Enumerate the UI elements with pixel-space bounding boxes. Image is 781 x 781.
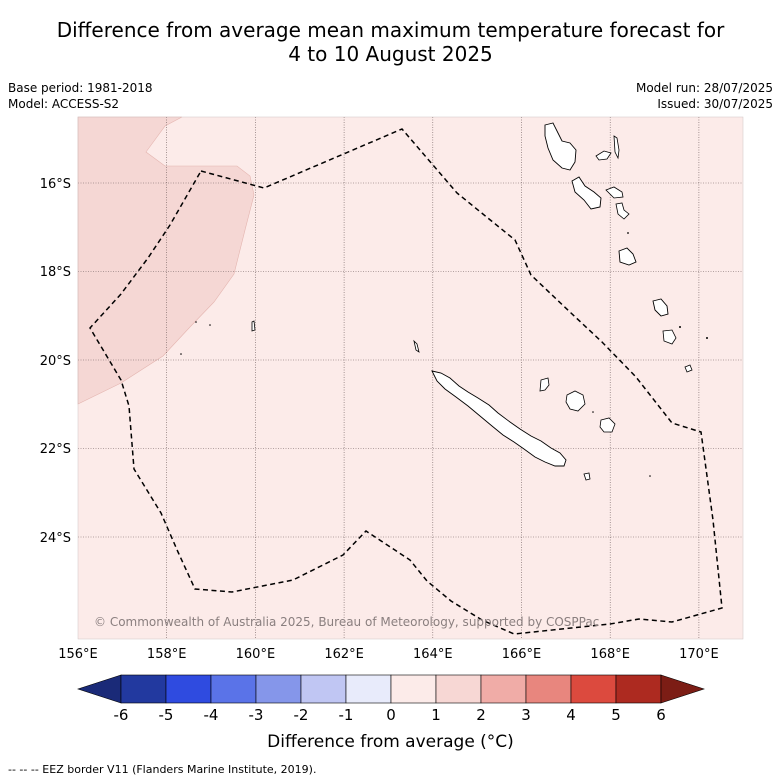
lat-label: 24°S (40, 531, 71, 546)
espiritu-santo-island (544, 122, 577, 171)
small-islet (649, 475, 651, 477)
lat-label: 18°S (40, 265, 71, 280)
colorbar-tick-label: -5 (159, 706, 174, 724)
small-islet (195, 321, 197, 323)
colorbar-tick-label: 1 (431, 706, 441, 724)
mare-island (599, 417, 616, 433)
colorbar-swatch (480, 674, 527, 704)
map-title-line1: Difference from average mean maximum tem… (56, 18, 725, 42)
small-islet (180, 353, 182, 355)
colorbar-tick-label: 0 (386, 706, 396, 724)
colorbar-under-arrow (77, 674, 122, 704)
colorbar-over-arrow (660, 674, 705, 704)
pentecost-ambrym-island (605, 186, 624, 199)
copyright-notice: © Commonwealth of Australia 2025, Bureau… (94, 615, 599, 629)
small-islet (592, 411, 594, 413)
eez-border (89, 128, 723, 635)
maewo-island (613, 135, 620, 160)
lat-label: 20°S (40, 354, 71, 369)
colorbar-tick-label: -4 (204, 706, 219, 724)
colorbar-tick-label: 2 (476, 706, 486, 724)
colorbar-swatch (300, 674, 347, 704)
issued-date: Issued: 30/07/2025 (657, 97, 773, 111)
colorbar-swatch (255, 674, 302, 704)
small-islet (209, 324, 211, 326)
epi-islands (615, 202, 630, 220)
warm-region-1-2 (77, 116, 255, 405)
colorbar-swatch (210, 674, 257, 704)
malekula-island (571, 176, 602, 210)
lon-label: 168°E (590, 647, 630, 662)
small-islet (627, 232, 629, 234)
map-frame (77, 116, 744, 640)
aneityum-island (684, 364, 693, 373)
small-islet (706, 337, 708, 339)
map-title-line2: 4 to 10 August 2025 (288, 42, 493, 66)
lat-label: 16°S (40, 177, 71, 192)
lon-label: 156°E (58, 647, 98, 662)
colorbar-swatch (165, 674, 212, 704)
lat-label: 22°S (40, 442, 71, 457)
tanna-island (662, 329, 677, 345)
ambae-island (595, 150, 612, 161)
erromango-island (652, 298, 669, 317)
model-name: Model: ACCESS-S2 (8, 97, 120, 111)
lifou-island (565, 390, 586, 412)
isle-of-pines (583, 472, 591, 481)
ouvea-island (539, 377, 550, 392)
colorbar-tick-label: 4 (566, 706, 576, 724)
colorbar-label: Difference from average (°C) (267, 732, 514, 752)
colorbar: -6 -5 -4 -3 -2 -1 0 1 2 3 4 5 6 (77, 674, 705, 724)
eez-legend-note: -- -- -- EEZ border V11 (Flanders Marine… (8, 763, 317, 776)
new-caledonia-island (431, 370, 567, 467)
small-islet (679, 326, 681, 328)
colorbar-tick-label: 6 (656, 706, 666, 724)
efate-island (618, 247, 637, 266)
colorbar-swatch (435, 674, 482, 704)
lon-label: 162°E (324, 647, 364, 662)
lon-label: 164°E (413, 647, 453, 662)
colorbar-tick-label: 3 (521, 706, 531, 724)
colorbar-swatch (345, 674, 392, 704)
lon-label: 158°E (147, 647, 187, 662)
colorbar-tick-label: -2 (294, 706, 309, 724)
lon-label: 160°E (236, 647, 276, 662)
model-run: Model run: 28/07/2025 (635, 81, 773, 95)
colorbar-tick-label: -6 (114, 706, 129, 724)
small-islet (251, 320, 256, 332)
base-period: Base period: 1981-2018 (8, 81, 153, 95)
belep-islands (413, 339, 420, 353)
colorbar-swatch (615, 674, 662, 704)
colorbar-swatch (120, 674, 167, 704)
colorbar-swatch (525, 674, 572, 704)
colorbar-tick-label: 5 (611, 706, 621, 724)
lon-label: 170°E (679, 647, 719, 662)
colorbar-tick-label: -1 (339, 706, 354, 724)
gridlines (78, 117, 743, 639)
lon-label: 166°E (502, 647, 542, 662)
colorbar-tick-label: -3 (249, 706, 264, 724)
colorbar-swatch (390, 674, 437, 704)
colorbar-swatch (570, 674, 617, 704)
